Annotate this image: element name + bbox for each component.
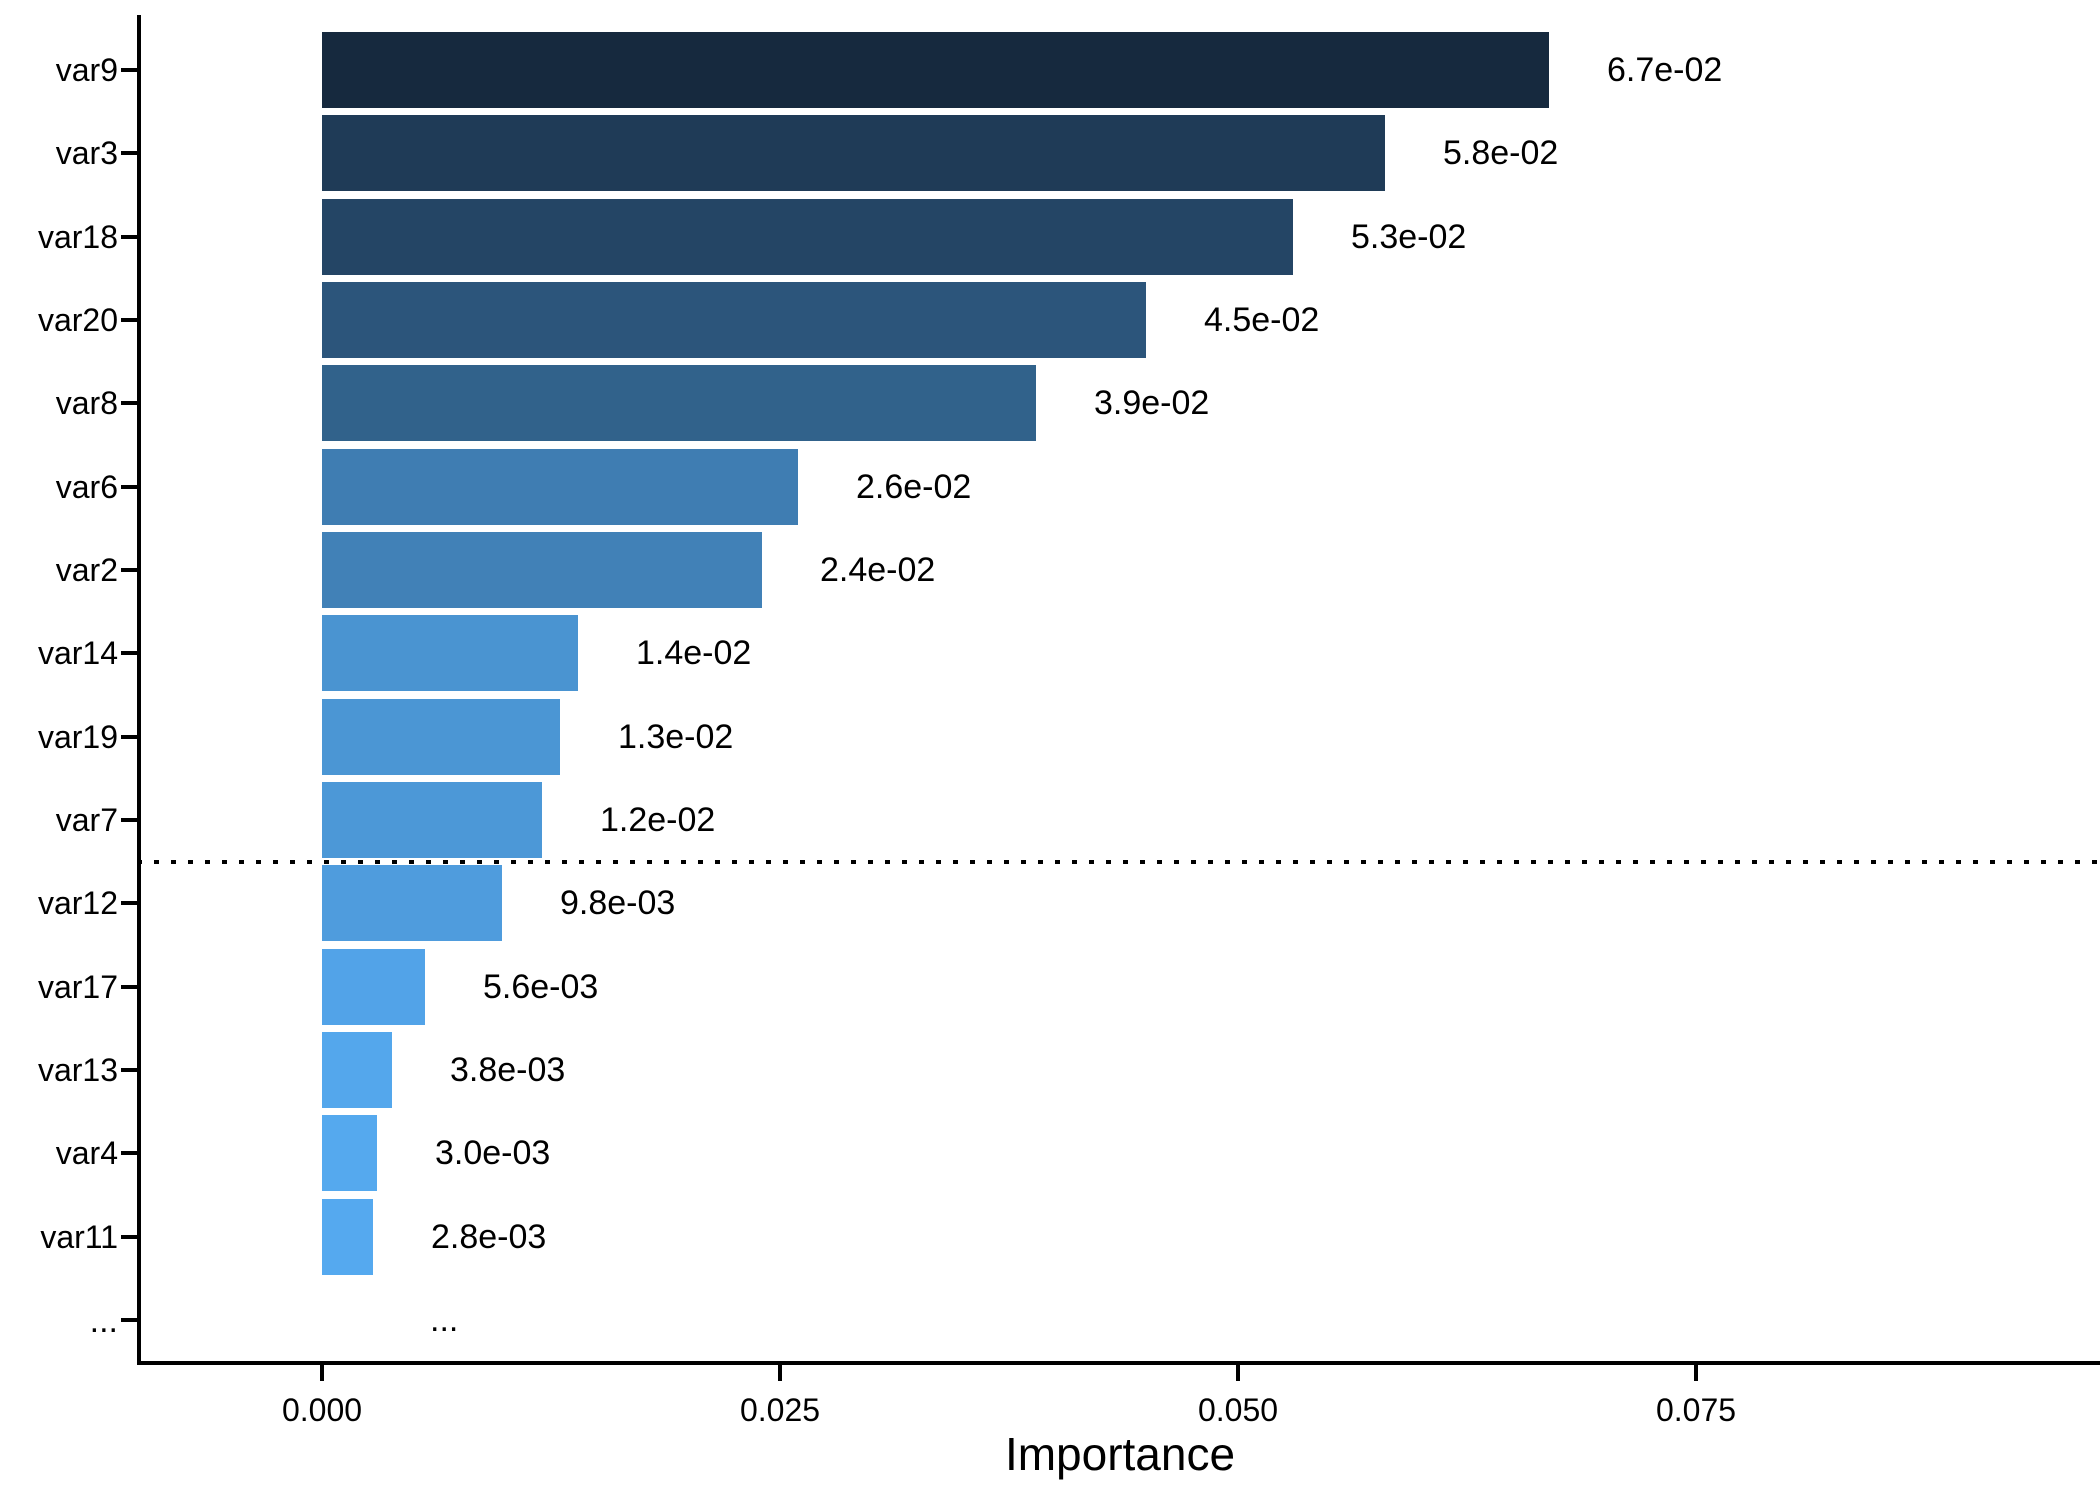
y-tick — [121, 485, 137, 489]
bar-var6 — [322, 449, 798, 525]
x-tick — [320, 1365, 324, 1381]
bar-value-label: 3.8e-03 — [450, 1051, 566, 1089]
y-axis-label: var12 — [37, 885, 118, 921]
bar-value-label: 2.8e-03 — [431, 1218, 547, 1256]
y-axis-label: var9 — [55, 52, 118, 88]
bar-value-label: 4.5e-02 — [1204, 301, 1320, 339]
bar-value-label: 5.3e-02 — [1351, 218, 1467, 256]
bar-var3 — [322, 115, 1385, 191]
bar-value-label: 2.4e-02 — [820, 551, 936, 589]
bar-value-label: 1.4e-02 — [636, 634, 752, 672]
x-tick — [778, 1365, 782, 1381]
y-tick — [121, 1235, 137, 1239]
y-axis-label: var17 — [37, 969, 118, 1005]
y-axis-label: var7 — [55, 802, 118, 838]
bar-value-label: 5.6e-03 — [483, 968, 599, 1006]
y-axis-label: var11 — [40, 1219, 118, 1255]
y-axis-label: var3 — [55, 135, 118, 171]
cutoff-line — [137, 860, 2100, 864]
bar-var4 — [322, 1115, 377, 1191]
y-axis-label: var19 — [37, 719, 118, 755]
y-tick — [121, 985, 137, 989]
bar-var13 — [322, 1032, 392, 1108]
bar-value-label: 6.7e-02 — [1607, 51, 1723, 89]
x-tick-label: 0.000 — [281, 1392, 363, 1428]
y-axis-label: var8 — [55, 385, 118, 421]
y-tick — [121, 651, 137, 655]
y-tick — [121, 1068, 137, 1072]
y-tick — [121, 318, 137, 322]
y-tick — [121, 818, 137, 822]
bar-var8 — [322, 365, 1036, 441]
bar-var12 — [322, 865, 502, 941]
x-axis-title: Importance — [1004, 1428, 1236, 1480]
y-tick — [121, 235, 137, 239]
x-tick-label: 0.025 — [739, 1392, 821, 1428]
bar-value-label: 2.6e-02 — [856, 468, 972, 506]
bar-value-label: 3.9e-02 — [1094, 384, 1210, 422]
bar-var18 — [322, 199, 1293, 275]
y-tick — [121, 1151, 137, 1155]
x-tick-label: 0.075 — [1655, 1392, 1737, 1428]
y-tick — [121, 68, 137, 72]
y-axis-label: var4 — [55, 1135, 118, 1171]
bar-value-label: 5.8e-02 — [1443, 134, 1559, 172]
bar-var17 — [322, 949, 425, 1025]
bar-var11 — [322, 1199, 373, 1275]
bar-var7 — [322, 782, 542, 858]
panel-ellipsis: ... — [430, 1301, 459, 1339]
y-tick — [121, 568, 137, 572]
bar-value-label: 1.3e-02 — [618, 718, 734, 756]
x-tick — [1236, 1365, 1240, 1381]
bar-var19 — [322, 699, 560, 775]
y-tick — [121, 735, 137, 739]
y-tick — [121, 151, 137, 155]
y-tick — [121, 1318, 137, 1322]
bar-var2 — [322, 532, 762, 608]
y-axis-line — [137, 15, 141, 1365]
y-tick — [121, 901, 137, 905]
bar-var20 — [322, 282, 1146, 358]
bar-value-label: 1.2e-02 — [600, 801, 716, 839]
bar-var14 — [322, 615, 578, 691]
x-axis-line — [137, 1361, 2100, 1365]
y-axis-label: var13 — [37, 1052, 118, 1088]
y-axis-label-ellipsis: ... — [89, 1302, 118, 1340]
bar-value-label: 9.8e-03 — [560, 884, 676, 922]
bar-var9 — [322, 32, 1549, 108]
y-tick — [121, 401, 137, 405]
x-tick — [1694, 1365, 1698, 1381]
bar-value-label: 3.0e-03 — [435, 1134, 551, 1172]
x-tick-label: 0.050 — [1197, 1392, 1279, 1428]
y-axis-label: var2 — [55, 552, 118, 588]
y-axis-label: var14 — [37, 635, 118, 671]
y-axis-label: var6 — [55, 469, 118, 505]
y-axis-label: var20 — [37, 302, 118, 338]
y-axis-label: var18 — [37, 219, 118, 255]
